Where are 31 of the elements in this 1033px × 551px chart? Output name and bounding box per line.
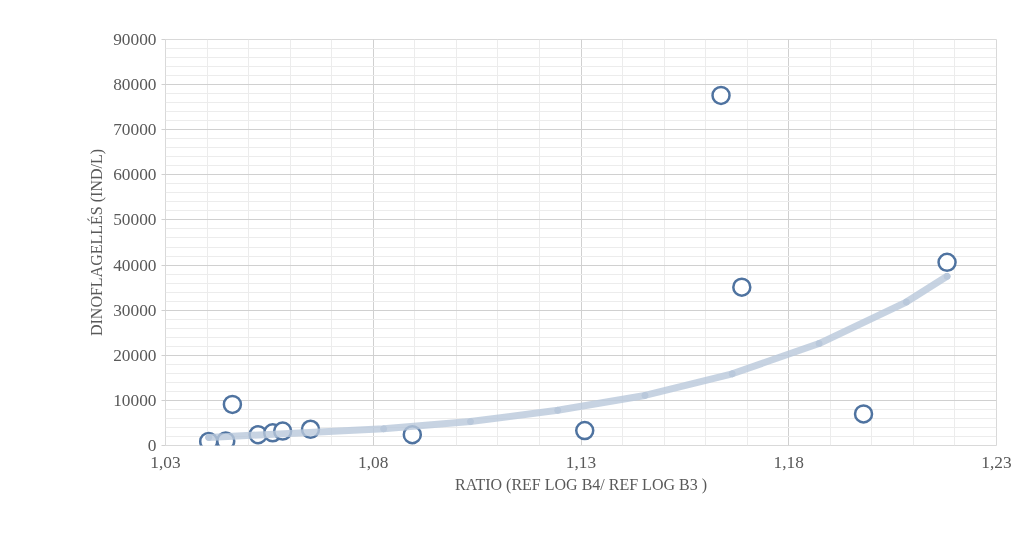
y-tick-label: 40000 <box>113 255 157 275</box>
x-axis-title: RATIO (REF LOG B4/ REF LOG B3 ) <box>455 475 708 494</box>
x-tick-label: 1,13 <box>565 452 597 472</box>
x-tick-label: 1,08 <box>358 452 389 472</box>
y-tick-label: 90000 <box>113 30 157 49</box>
point <box>554 406 562 414</box>
y-tick-label: 20000 <box>113 345 157 365</box>
y-tick-label: 10000 <box>113 390 157 410</box>
point <box>574 420 595 441</box>
point <box>853 404 874 424</box>
point <box>466 418 474 426</box>
point <box>728 370 736 378</box>
x-tick-label: 1,23 <box>981 452 1012 472</box>
y-tick-label: 80000 <box>113 75 157 95</box>
point <box>641 391 649 399</box>
y-tick-label: 60000 <box>113 165 157 185</box>
point <box>815 340 823 348</box>
point <box>732 277 752 297</box>
point <box>222 394 243 415</box>
y-tick-label: 30000 <box>113 300 157 320</box>
point <box>937 252 957 273</box>
point <box>943 272 951 280</box>
y-axis-title: DINOFLAGELLÉS (IND/L) <box>87 148 107 337</box>
x-tick-label: 1,18 <box>773 452 804 472</box>
y-tick-label: 0 <box>147 436 157 455</box>
point <box>380 425 388 433</box>
point <box>902 298 910 306</box>
y-tick-label: 50000 <box>113 210 157 230</box>
point <box>711 85 731 106</box>
y-tick-label: 70000 <box>113 120 157 140</box>
x-tick-label: 1,03 <box>150 452 181 472</box>
